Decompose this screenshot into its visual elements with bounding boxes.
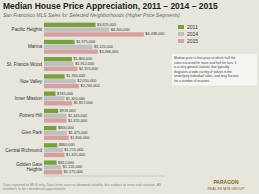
bar [44, 160, 57, 164]
bar [44, 126, 56, 130]
category-label: Central Richmond [5, 148, 42, 153]
category-label: Golden GateHeights [16, 162, 43, 172]
data-label: $812,000 [58, 161, 74, 165]
bar [44, 50, 98, 54]
note-text: disguises a wide variety of values in th… [174, 70, 232, 74]
data-label: $1,600,000 [70, 136, 89, 140]
data-label: $860,000 [59, 143, 75, 147]
data-label: $1,975,000 [76, 40, 95, 44]
data-label: $2,050,000 [77, 79, 96, 83]
background [0, 0, 259, 194]
data-label: $1,320,000 [66, 97, 85, 101]
category-label: Potrero Hill [19, 113, 42, 118]
note-text: underlying individual sales, and may flu… [174, 74, 239, 78]
data-label: $1,800,000 [73, 57, 92, 61]
bar [44, 92, 56, 96]
note-text: Median price is that price at which half… [174, 56, 236, 60]
data-label: $3,466,000 [99, 50, 118, 54]
category-label: Glen Park [22, 130, 43, 135]
data-label: $1,175,000 [64, 170, 83, 174]
data-label: $2,260,000 [81, 84, 100, 88]
data-label: $918,000 [60, 109, 76, 113]
legend-label: 2015 [187, 38, 198, 44]
bar [44, 23, 96, 27]
category-label: Marina [28, 44, 42, 49]
legend-swatch [178, 32, 184, 36]
bars [44, 23, 144, 175]
data-label: $800,000 [58, 126, 74, 130]
legend-swatch [178, 25, 184, 29]
legend-label: 2014 [187, 31, 198, 37]
bar [44, 74, 65, 78]
note-text: sales occurred for more and half for les… [174, 61, 237, 65]
data-label: $1,215,000 [64, 148, 83, 152]
bar [44, 40, 75, 44]
legend: 201120142015 [178, 24, 198, 44]
bar [44, 96, 64, 100]
bar [44, 79, 76, 83]
data-label: $1,445,000 [68, 114, 87, 118]
bar [44, 118, 67, 122]
note-box [172, 54, 257, 86]
footer-text: numbers to be considered approximate. [3, 187, 66, 191]
subtitle: San Francisco MLS Sales for Selected Nei… [3, 12, 180, 18]
bar [44, 45, 92, 49]
data-label: $1,817,000 [74, 101, 93, 105]
bar [44, 27, 109, 31]
category-label: St. Francis Wood [7, 62, 43, 67]
bar [44, 165, 61, 169]
bar [44, 67, 77, 71]
data-label: $1,325,000 [66, 153, 85, 157]
data-label: $1,912,000 [75, 62, 94, 66]
footer-text: Data reported to MLS only. Data from sou… [3, 183, 161, 187]
bar [44, 84, 79, 88]
bar [44, 153, 65, 157]
data-label: $4,200,000 [111, 28, 130, 32]
bar [44, 101, 72, 105]
data-label: $1,455,000 [68, 119, 87, 123]
data-label: $6,438,000 [145, 32, 164, 36]
bar [44, 170, 62, 174]
data-labels: $3,325,000$4,200,000 $6,438,000 $1,975,000… [57, 23, 164, 174]
bar [44, 114, 66, 118]
title: Median House Price Appreciation, 2011 – … [3, 1, 218, 11]
category-label: Inner Mission [15, 96, 43, 101]
bar [44, 57, 72, 61]
bar [44, 143, 57, 147]
bar [44, 131, 67, 135]
category-label: Pacific Heights [12, 27, 43, 32]
bar [44, 32, 144, 36]
data-label: $1,475,000 [68, 131, 87, 135]
data-label: $1,120,000 [63, 165, 82, 169]
data-label: $3,325,000 [97, 23, 116, 27]
note-text: is a very general statistic that typical… [174, 65, 230, 69]
data-label: $1,330,000 [66, 74, 85, 78]
category-label: Noe Valley [20, 79, 43, 84]
logo-text: PARAGON [213, 179, 239, 185]
legend-label: 2011 [187, 24, 198, 30]
bar [44, 148, 63, 152]
legend-swatch [178, 39, 184, 43]
x-axis-line [44, 176, 165, 177]
bar [44, 62, 74, 66]
data-label: $3,120,000 [94, 45, 113, 49]
data-label: $745,000 [57, 92, 73, 96]
data-label: $2,155,000 [79, 67, 98, 71]
bar [44, 109, 58, 113]
note-text: for a number of reasons. [174, 79, 210, 83]
chart: Median House Price Appreciation, 2011 – … [0, 0, 259, 194]
bar [44, 136, 69, 140]
logo-subtext: REAL ESTATE GROUP [208, 187, 246, 191]
